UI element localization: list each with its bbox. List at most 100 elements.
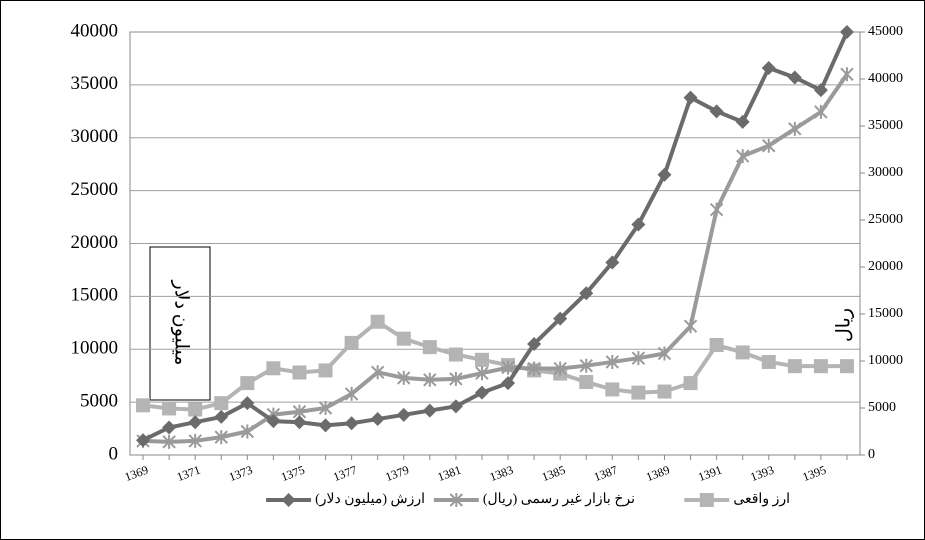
marker [605, 382, 620, 397]
marker [527, 361, 541, 376]
y-axis-label: میلیون دلار [171, 280, 192, 366]
legend-label: ارزش (میلیون دلار) [315, 492, 425, 507]
marker [553, 311, 568, 326]
marker [396, 331, 411, 346]
marker [344, 386, 359, 401]
y-tick-label: 35000 [71, 73, 119, 94]
plot-area [129, 31, 861, 456]
marker [266, 361, 281, 376]
marker [448, 347, 463, 362]
marker [397, 370, 411, 385]
y2-tick-label: 20000 [868, 259, 903, 274]
series-line [142, 73, 849, 444]
marker [188, 433, 202, 448]
marker [449, 493, 464, 507]
marker [788, 121, 802, 136]
marker [370, 314, 385, 329]
marker [631, 385, 646, 400]
marker [136, 398, 151, 413]
marker [266, 414, 281, 429]
marker [709, 202, 724, 217]
marker [318, 401, 333, 415]
marker [449, 371, 463, 386]
legend-label: نرخ بازار غیر رسمی (ریال) [483, 492, 635, 507]
marker [579, 375, 594, 390]
marker [605, 255, 620, 270]
marker [422, 403, 437, 418]
y2-tick-label: 30000 [868, 165, 903, 180]
marker [162, 420, 177, 435]
marker [240, 376, 255, 391]
y2-tick-label: 15000 [868, 306, 903, 321]
series-line [142, 319, 847, 412]
marker [527, 336, 542, 351]
marker [396, 407, 411, 422]
marker [761, 354, 776, 369]
marker [292, 365, 307, 380]
y-tick-label: 30000 [71, 126, 119, 147]
marker [631, 217, 646, 232]
marker [344, 416, 359, 431]
y-tick-label: 40000 [71, 20, 119, 41]
marker [214, 409, 229, 424]
y2-tick-label: 25000 [868, 212, 903, 227]
y-tick-label: 15000 [71, 285, 119, 306]
marker [474, 385, 489, 400]
marker [344, 335, 359, 350]
marker [709, 104, 724, 119]
marker [188, 415, 203, 430]
y2-tick-label: 10000 [868, 353, 903, 368]
marker [318, 418, 333, 433]
marker [240, 396, 255, 411]
y-tick-label: 25000 [71, 179, 119, 200]
y-tick-label: 10000 [71, 338, 119, 359]
marker [761, 60, 776, 75]
marker [840, 67, 854, 82]
y2-tick-label: 5000 [868, 400, 896, 415]
marker [657, 384, 672, 399]
marker [813, 83, 828, 98]
marker [474, 352, 489, 367]
marker [631, 351, 646, 366]
marker [292, 415, 307, 430]
y2-tick-label: 35000 [868, 118, 903, 133]
series-line [142, 31, 849, 442]
y-tick-label: 0 [109, 443, 119, 464]
marker [162, 401, 177, 416]
y2-tick-label: 0 [868, 447, 875, 462]
marker [709, 338, 724, 353]
marker [162, 434, 176, 449]
marker [370, 365, 385, 380]
marker [839, 359, 854, 374]
marker [370, 412, 385, 427]
marker [683, 319, 698, 334]
marker [762, 138, 776, 153]
marker [605, 354, 620, 369]
marker [214, 396, 229, 411]
marker [214, 430, 228, 445]
marker [839, 25, 854, 39]
marker [683, 376, 698, 391]
y2-tick-label: 45000 [868, 24, 903, 39]
marker [240, 424, 255, 439]
marker [423, 372, 437, 387]
legend-label: ارز واقعی [733, 492, 790, 507]
marker [813, 359, 828, 374]
marker [281, 493, 296, 507]
marker [814, 104, 828, 119]
marker [735, 114, 750, 129]
marker [318, 363, 333, 378]
marker [787, 70, 802, 85]
marker [699, 493, 714, 507]
marker [553, 361, 567, 376]
y-tick-label: 20000 [71, 232, 119, 253]
marker [657, 167, 672, 182]
marker [683, 90, 698, 105]
marker [501, 360, 515, 375]
marker [422, 340, 437, 355]
marker [448, 399, 463, 414]
marker [735, 345, 750, 360]
marker [579, 286, 594, 301]
